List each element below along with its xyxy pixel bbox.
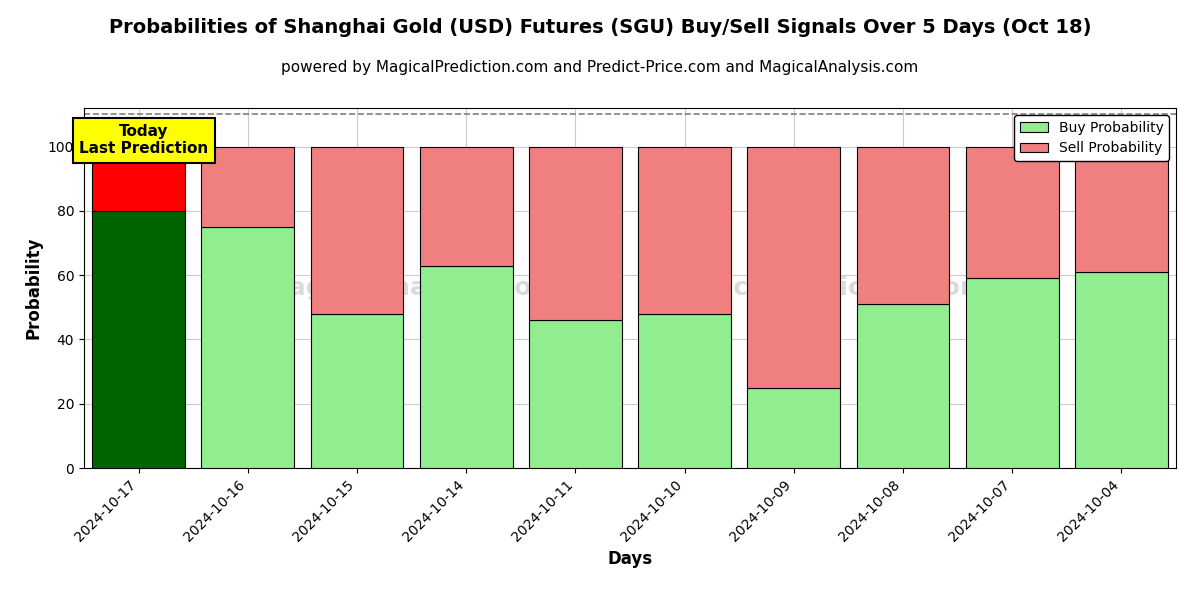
Bar [966,278,1058,468]
Legend: Buy Probability, Sell Probability: Buy Probability, Sell Probability [1014,115,1169,161]
X-axis label: Days: Days [607,550,653,568]
Bar [202,227,294,468]
Text: Today
Last Prediction: Today Last Prediction [79,124,209,157]
Bar [202,146,294,227]
Bar [857,304,949,468]
Text: MagicalPrediction.com: MagicalPrediction.com [666,276,988,300]
Text: powered by MagicalPrediction.com and Predict-Price.com and MagicalAnalysis.com: powered by MagicalPrediction.com and Pre… [281,60,919,75]
Bar [638,314,731,468]
Bar [748,388,840,468]
Bar [311,314,403,468]
Bar [857,146,949,304]
Bar [966,146,1058,278]
Bar [1075,272,1168,468]
Bar [420,146,512,265]
Bar [311,146,403,314]
Y-axis label: Probability: Probability [24,237,42,339]
Text: MagicalAnalysis.com: MagicalAnalysis.com [265,276,558,300]
Bar [92,211,185,468]
Bar [529,146,622,320]
Bar [638,146,731,314]
Text: Probabilities of Shanghai Gold (USD) Futures (SGU) Buy/Sell Signals Over 5 Days : Probabilities of Shanghai Gold (USD) Fut… [109,18,1091,37]
Bar [1075,146,1168,272]
Bar [92,146,185,211]
Bar [529,320,622,468]
Bar [420,265,512,468]
Bar [748,146,840,388]
